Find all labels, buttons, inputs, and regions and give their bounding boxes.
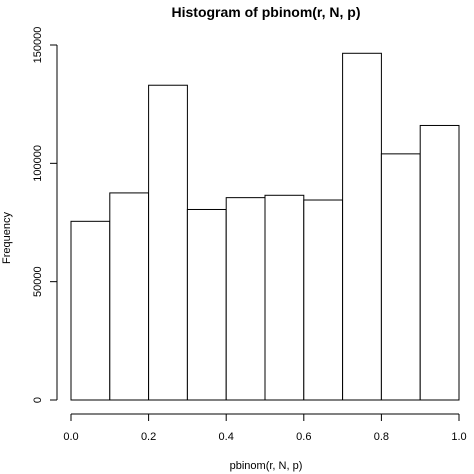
x-tick-label-4: 0.8 — [374, 431, 389, 443]
x-tick-label-2: 0.4 — [219, 431, 234, 443]
histogram-bar-6 — [303, 199, 344, 401]
histogram-bar-9 — [419, 124, 460, 401]
x-axis: 0.0 0.2 0.4 0.6 0.8 1.0 — [63, 413, 467, 443]
histogram-bar-8 — [380, 153, 421, 401]
histogram-bar-1 — [109, 192, 150, 401]
histogram-bar-5 — [264, 194, 305, 401]
chart-title: Histogram of pbinom(r, N, p) — [172, 4, 361, 20]
histogram-bar-4 — [225, 197, 266, 401]
histogram-bar-2 — [148, 84, 188, 401]
bars-group — [70, 52, 460, 401]
x-tick-label-3: 0.6 — [296, 431, 311, 443]
y-axis-label: Frequency — [1, 212, 13, 264]
histogram-bar-0 — [70, 220, 111, 401]
x-axis-label: pbinom(r, N, p) — [230, 460, 303, 472]
histogram-bar-3 — [186, 208, 227, 401]
y-tick-label-1: 50000 — [32, 266, 44, 297]
y-tick-label-2: 100000 — [32, 145, 44, 182]
histogram-bar-7 — [342, 52, 382, 401]
x-tick-label-1: 0.2 — [141, 431, 156, 443]
y-tick-label-0: 0 — [32, 397, 44, 403]
y-axis: 0 50000 100000 150000 — [32, 27, 58, 403]
x-tick-label-0: 0.0 — [63, 431, 78, 443]
y-tick-label-3: 150000 — [32, 27, 44, 64]
x-tick-label-5: 1.0 — [451, 431, 466, 443]
